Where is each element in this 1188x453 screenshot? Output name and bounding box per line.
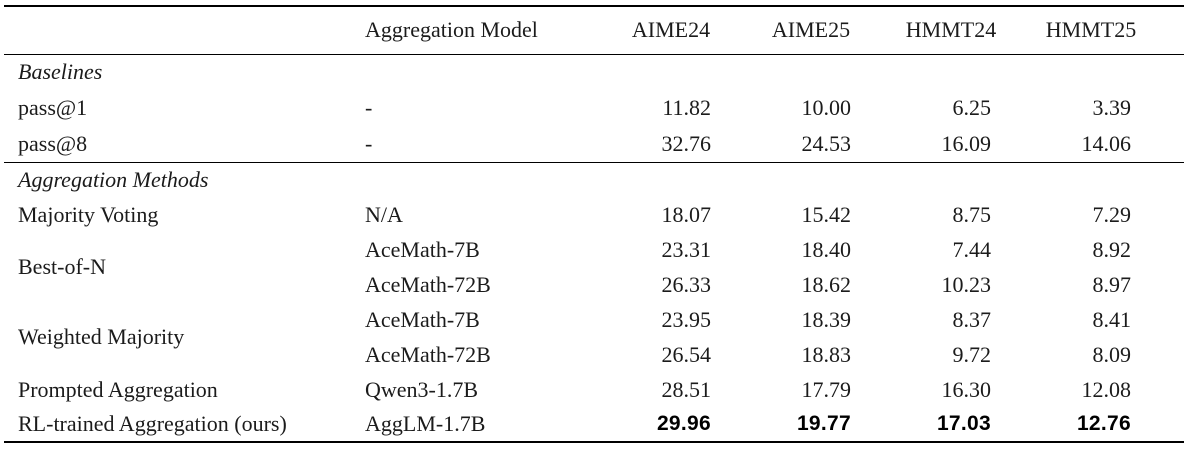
cell-hmmt25-best: 12.76 xyxy=(1021,407,1161,443)
cell-hmmt25: 14.06 xyxy=(1021,126,1161,163)
cell-spacer xyxy=(1161,302,1184,337)
cell-hmmt25: 12.08 xyxy=(1081,376,1132,402)
section-label-aggregation-methods: Aggregation Methods xyxy=(18,166,209,192)
cell-aime25: 24.53 xyxy=(741,126,881,163)
cell-model: AceMath-72B xyxy=(365,341,491,367)
cell-aime25: 18.62 xyxy=(801,271,852,297)
cell-spacer xyxy=(1161,372,1184,407)
cell-aime24: 18.07 xyxy=(661,201,712,227)
cell-hmmt25: 8.41 xyxy=(1092,306,1132,332)
table-row-weighted-majority-72b: AceMath-72B 26.54 18.83 9.72 8.09 xyxy=(4,337,1184,372)
cell-aime24: 28.51 xyxy=(661,376,712,402)
header-hmmt25: HMMT25 xyxy=(1021,5,1161,55)
cell-hmmt24: 6.25 xyxy=(952,95,992,120)
cell-aime25: 15.42 xyxy=(801,201,852,227)
cell-aime24: 26.33 xyxy=(661,271,712,297)
table-row-rl-trained-aggregation: RL-trained Aggregation (ours) AggLM-1.7B… xyxy=(4,407,1184,443)
cell-spacer xyxy=(1161,337,1184,372)
cell-model: - xyxy=(365,95,373,120)
cell-method: RL-trained Aggregation (ours) xyxy=(4,407,361,443)
cell-hmmt25: 8.09 xyxy=(1092,341,1132,367)
cell-spacer xyxy=(1161,126,1184,163)
results-table: Aggregation Model AIME24 AIME25 HMMT24 H… xyxy=(4,5,1184,443)
table-row-pass1: pass@1 - 11.82 10.00 6.25 3.39 xyxy=(4,90,1184,126)
header-aime24: AIME24 xyxy=(601,5,741,55)
cell-method: Prompted Aggregation xyxy=(18,376,218,402)
section-row-baselines: Baselines xyxy=(4,54,1184,90)
cell-aime24: 23.95 xyxy=(661,306,712,332)
table-row-pass8: pass@8 - 32.76 24.53 16.09 14.06 xyxy=(4,126,1184,163)
table-row-best-of-n-7b: Best-of-N AceMath-7B 23.31 18.40 7.44 8.… xyxy=(4,232,1184,280)
cell-hmmt25: 7.29 xyxy=(1092,201,1132,227)
cell-aime25: 18.39 xyxy=(801,306,852,332)
header-hmmt24: HMMT24 xyxy=(881,5,1021,55)
cell-method: pass@1 xyxy=(18,95,88,120)
cell-aime25: 17.79 xyxy=(801,376,852,402)
cell-model: AceMath-7B xyxy=(365,236,480,262)
cell-model: - xyxy=(361,126,601,163)
cell-aime24: 23.31 xyxy=(661,236,712,262)
cell-hmmt24: 9.72 xyxy=(952,341,992,367)
table-row-prompted-aggregation: Prompted Aggregation Qwen3-1.7B 28.51 17… xyxy=(4,372,1184,407)
header-aggregation-model: Aggregation Model xyxy=(361,5,601,55)
cell-hmmt24: 16.30 xyxy=(941,376,992,402)
cell-hmmt25: 8.92 xyxy=(1092,236,1132,262)
cell-method: pass@8 xyxy=(4,126,361,163)
cell-aime24: 32.76 xyxy=(601,126,741,163)
cell-aime24: 11.82 xyxy=(662,95,711,120)
cell-model: AggLM-1.7B xyxy=(361,407,601,443)
cell-hmmt25: 3.39 xyxy=(1092,95,1132,120)
table-row-best-of-n-72b: AceMath-72B 26.33 18.62 10.23 8.97 xyxy=(4,267,1184,302)
cell-model: AceMath-72B xyxy=(365,271,491,297)
section-label-baselines: Baselines xyxy=(18,59,103,85)
cell-hmmt24: 8.37 xyxy=(952,306,992,332)
table-header-row: Aggregation Model AIME24 AIME25 HMMT24 H… xyxy=(4,5,1184,55)
cell-aime25-best: 19.77 xyxy=(741,407,881,443)
cell-model: AceMath-7B xyxy=(365,306,480,332)
cell-spacer xyxy=(1161,232,1184,267)
cell-hmmt24: 10.23 xyxy=(941,271,992,297)
cell-spacer xyxy=(1161,197,1184,232)
cell-spacer xyxy=(1161,407,1184,443)
header-aime25: AIME25 xyxy=(741,5,881,55)
cell-model: N/A xyxy=(365,201,403,227)
header-spacer xyxy=(1161,5,1184,55)
header-empty xyxy=(4,5,361,55)
cell-hmmt24: 8.75 xyxy=(952,201,992,227)
cell-hmmt24: 16.09 xyxy=(881,126,1021,163)
cell-spacer xyxy=(1161,267,1184,302)
cell-aime25: 18.83 xyxy=(801,341,852,367)
table-row-weighted-majority-7b: Weighted Majority AceMath-7B 23.95 18.39… xyxy=(4,302,1184,350)
section-row-aggregation-methods: Aggregation Methods xyxy=(4,162,1184,197)
cell-hmmt25: 8.97 xyxy=(1092,271,1132,297)
cell-method-best-of-n: Best-of-N xyxy=(18,254,106,279)
cell-aime25: 18.40 xyxy=(801,236,852,262)
cell-hmmt24-best: 17.03 xyxy=(881,407,1021,443)
cell-method: Majority Voting xyxy=(18,201,159,227)
cell-aime24-best: 29.96 xyxy=(601,407,741,443)
cell-hmmt24: 7.44 xyxy=(952,236,992,262)
cell-spacer xyxy=(1161,90,1184,126)
cell-aime24: 26.54 xyxy=(661,341,712,367)
cell-model: Qwen3-1.7B xyxy=(365,376,479,402)
cell-aime25: 10.00 xyxy=(801,95,852,120)
table-row-majority-voting: Majority Voting N/A 18.07 15.42 8.75 7.2… xyxy=(4,197,1184,232)
cell-method-weighted-majority: Weighted Majority xyxy=(18,324,185,349)
